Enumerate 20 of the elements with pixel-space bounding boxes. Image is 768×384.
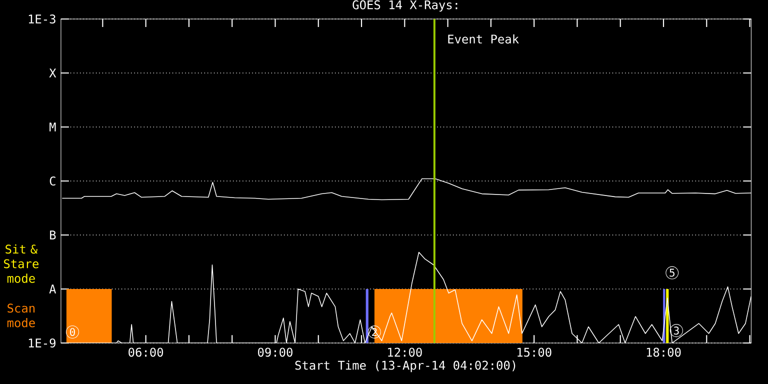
x-axis-title: Start Time (13-Apr-14 04:02:00) <box>295 360 516 372</box>
x-tick-label: 18:00 <box>646 348 681 357</box>
chart-title: GOES 14 X-Rays: <box>352 0 458 12</box>
annotation: 0 <box>70 328 75 336</box>
y-tick-label: B <box>50 230 56 240</box>
y-tick-label: A <box>49 284 56 294</box>
annotation: 5 <box>670 268 674 277</box>
y-tick-label: X <box>49 68 56 78</box>
y-tick-label: C <box>50 176 56 186</box>
x-tick-label: 09:00 <box>258 348 292 357</box>
y-tick-label: 1E-9 <box>28 338 56 348</box>
text: Scan mode <box>7 304 35 328</box>
y-tick-label: M <box>50 122 56 132</box>
x-tick-label: 15:00 <box>518 348 552 357</box>
text: Sit & Stare mode <box>4 244 38 283</box>
y-tick-label: 1E-3 <box>28 14 56 24</box>
ref-line-label: Event Peak <box>448 34 519 44</box>
x-tick-label: 06:00 <box>128 348 164 357</box>
annotation: 3 <box>674 326 679 335</box>
x-tick-label: 12:00 <box>388 348 422 357</box>
